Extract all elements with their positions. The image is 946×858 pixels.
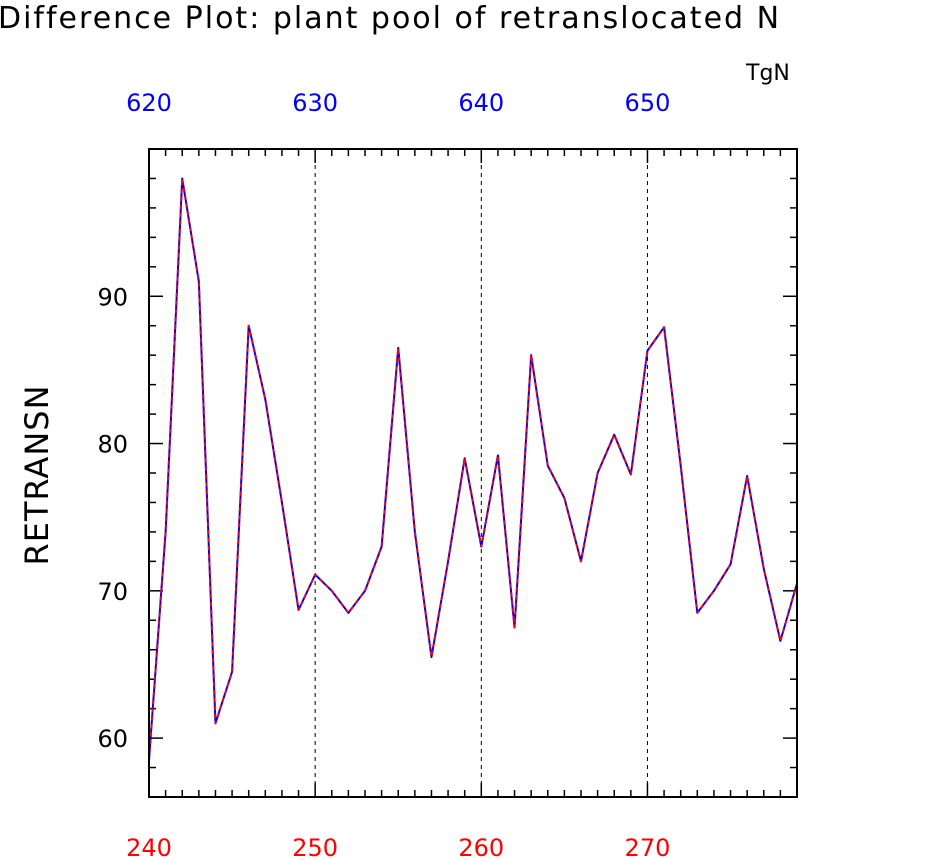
axis-ticks xyxy=(148,148,798,798)
y-tick-label: 70 xyxy=(97,578,128,606)
y-tick-label: 90 xyxy=(97,283,128,311)
tick-labels: 240 250 260 270 620 630 640 650 60 70 80 90 xyxy=(97,89,670,858)
y-tick-label: 60 xyxy=(97,725,128,753)
x-tick-label: 250 xyxy=(292,834,338,858)
top-tick-label: 620 xyxy=(126,89,172,117)
top-tick-label: 650 xyxy=(625,89,671,117)
series-line-0 xyxy=(148,177,798,761)
y-axis-label: RETRANSN xyxy=(18,384,56,565)
y-tick-label: 80 xyxy=(97,431,128,459)
x-tick-label: 240 xyxy=(126,834,172,858)
chart-title: Difference Plot: plant pool of retranslo… xyxy=(0,1,781,36)
x-tick-label: 260 xyxy=(458,834,504,858)
grid-lines xyxy=(314,149,648,797)
plot-frame xyxy=(148,148,798,798)
top-tick-label: 640 xyxy=(458,89,504,117)
data-series xyxy=(148,177,798,761)
units-label: TgN xyxy=(745,61,790,86)
top-tick-label: 630 xyxy=(292,89,338,117)
series-line-1 xyxy=(148,177,798,761)
x-tick-label: 270 xyxy=(625,834,671,858)
